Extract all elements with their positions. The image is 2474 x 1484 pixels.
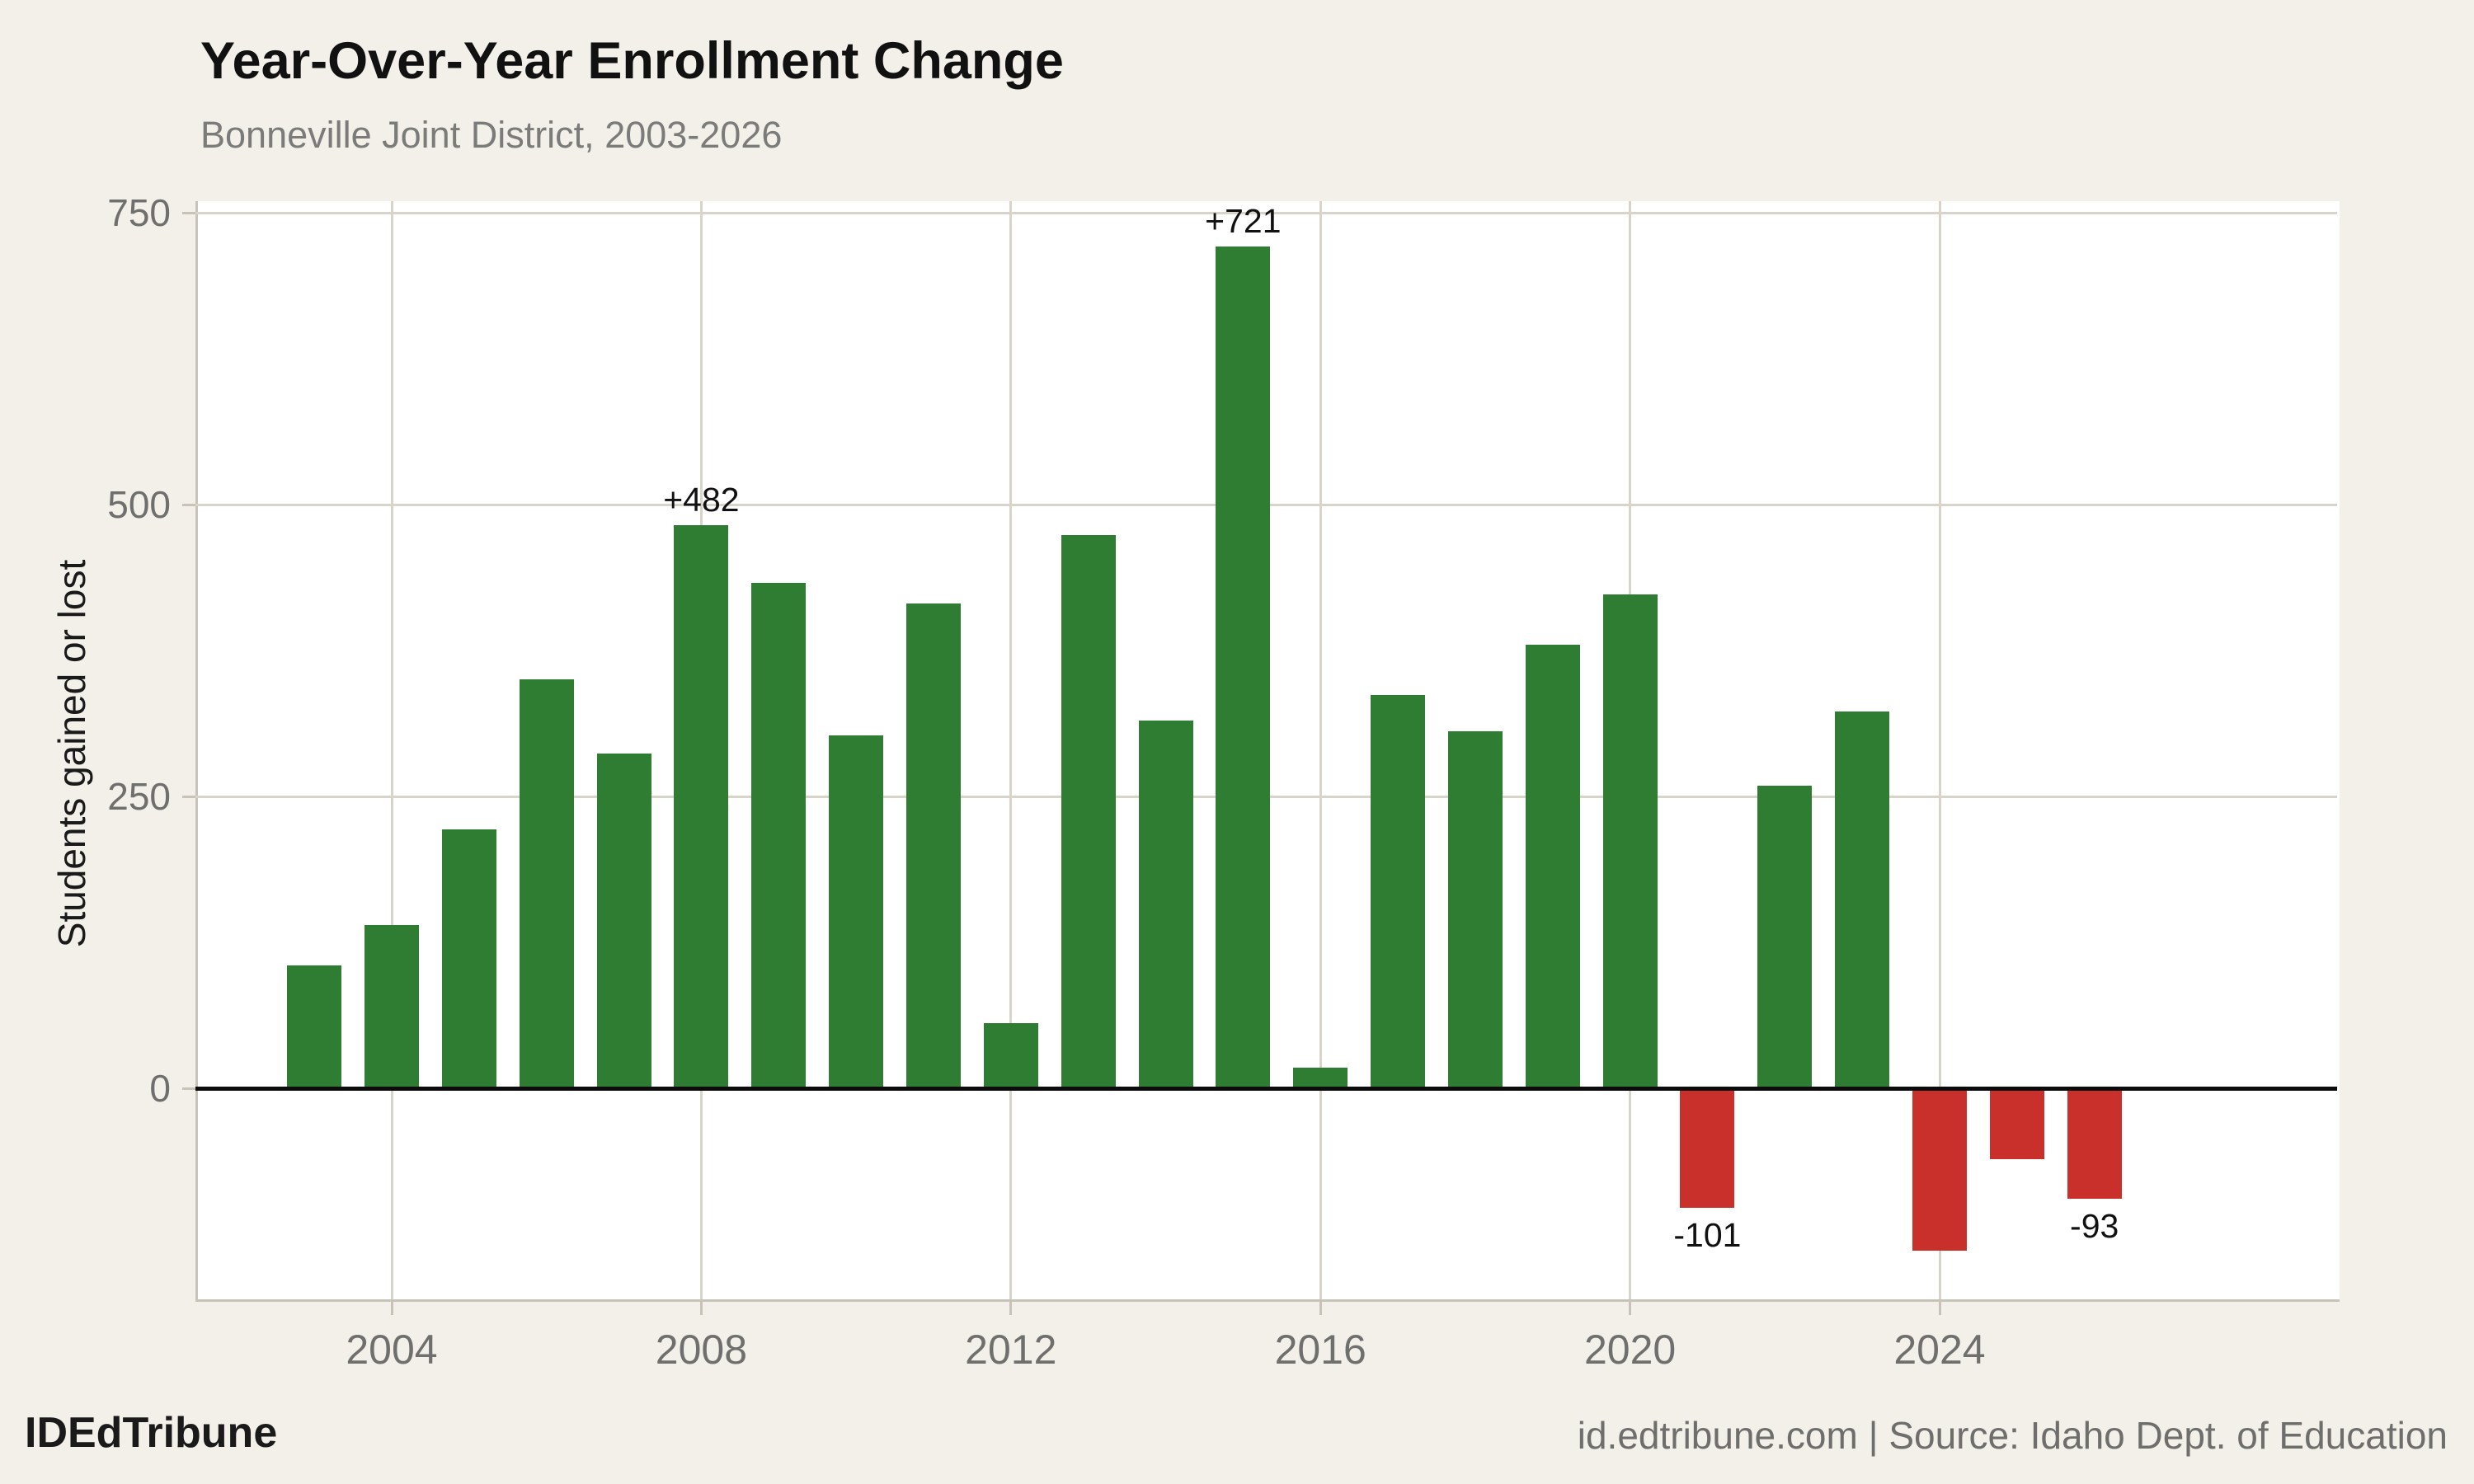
bar-value-label-2021: -101 (1673, 1216, 1742, 1255)
y-tick-label-250: 250 (107, 775, 171, 818)
y-axis-title: Students gained or lost (50, 559, 93, 948)
x-tick-mark-2020 (1629, 1302, 1632, 1315)
bar-2003 (287, 965, 342, 1088)
bar-2019 (1525, 644, 1580, 1088)
x-tick-mark-2004 (390, 1302, 393, 1315)
gridline-x-2004 (390, 201, 393, 1299)
gridline-x-2012 (1009, 201, 1013, 1299)
chart-title: Year-Over-Year Enrollment Change (200, 32, 1064, 90)
bar-2018 (1447, 730, 1503, 1088)
x-tick-mark-2016 (1319, 1302, 1322, 1315)
x-tick-mark-2008 (699, 1302, 703, 1315)
bar-2005 (441, 829, 496, 1088)
bar-2017 (1371, 694, 1426, 1088)
source-attribution: id.edtribune.com | Source: Idaho Dept. o… (1577, 1414, 2448, 1457)
y-tick-mark-500 (182, 503, 195, 506)
gridline-x-2024 (1938, 201, 1941, 1299)
bar-2013 (1061, 534, 1116, 1088)
bar-2020 (1602, 594, 1658, 1088)
bar-2025 (1989, 1090, 2044, 1159)
bar-value-label-2008: +482 (663, 481, 740, 519)
chart-subtitle: Bonneville Joint District, 2003-2026 (200, 114, 783, 156)
bar-2024 (1912, 1090, 1967, 1252)
bar-2014 (1138, 720, 1193, 1088)
bar-2006 (519, 679, 574, 1088)
bar-value-label-2026: -93 (2070, 1206, 2119, 1245)
y-tick-mark-0 (182, 1087, 195, 1090)
y-tick-label-750: 750 (107, 191, 171, 234)
bar-2021 (1680, 1090, 1735, 1209)
bar-2004 (365, 924, 419, 1088)
x-tick-label-2004: 2004 (346, 1327, 438, 1373)
bar-2026 (2067, 1090, 2122, 1199)
bar-2007 (596, 753, 651, 1088)
gridline-x-2016 (1319, 201, 1322, 1299)
x-tick-mark-2012 (1009, 1302, 1013, 1315)
x-tick-mark-2024 (1938, 1302, 1941, 1315)
bar-2008 (674, 525, 729, 1088)
bar-2023 (1835, 711, 1890, 1088)
publisher-logo: IDEdTribune (25, 1409, 278, 1457)
bar-2010 (829, 735, 884, 1088)
gridline-y-750 (195, 211, 2337, 214)
bar-2022 (1757, 786, 1813, 1088)
x-tick-label-2016: 2016 (1274, 1327, 1366, 1373)
zero-baseline (195, 1086, 2337, 1091)
bar-value-label-2015: +721 (1205, 202, 1282, 241)
x-tick-label-2012: 2012 (965, 1327, 1057, 1373)
bar-2016 (1293, 1067, 1348, 1088)
y-tick-mark-250 (182, 795, 195, 798)
bar-2015 (1216, 247, 1271, 1088)
y-tick-label-0: 0 (149, 1067, 171, 1110)
bar-2011 (905, 603, 961, 1088)
x-tick-label-2020: 2020 (1583, 1327, 1677, 1373)
y-tick-label-500: 500 (107, 483, 171, 526)
y-tick-mark-750 (182, 211, 195, 214)
bar-2009 (751, 582, 807, 1088)
x-tick-label-2024: 2024 (1893, 1327, 1986, 1373)
x-tick-label-2008: 2008 (655, 1327, 747, 1373)
bar-2012 (983, 1022, 1038, 1088)
